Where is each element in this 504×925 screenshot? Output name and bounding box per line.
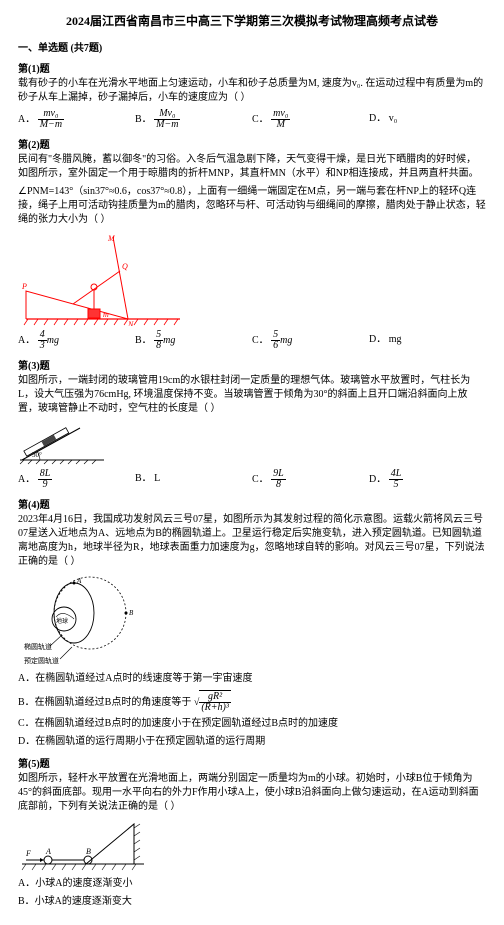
q4-head: 第(4)题	[18, 496, 486, 511]
q2-optC: C． 56mg	[252, 330, 369, 351]
svg-text:30°: 30°	[32, 451, 42, 459]
q4-stem: 2023年4月16日，我国成功发射风云三号07星，如图所示为其发射过程的简化示意…	[18, 513, 486, 569]
svg-text:椭圆轨道: 椭圆轨道	[24, 642, 52, 651]
q2-optD: D． mg	[369, 330, 486, 351]
section-head: 一、单选题 (共7题)	[18, 39, 486, 54]
q2-optA: A． 43mg	[18, 330, 135, 351]
svg-text:N: N	[127, 320, 134, 326]
q3-optD: D． 4L5	[369, 469, 486, 490]
svg-text:m: m	[103, 310, 109, 319]
svg-text:F: F	[25, 849, 31, 858]
q2-stem1: 民间有"冬腊风腌，蓄以御冬"的习俗。入冬后气温急剧下降，天气变得干燥，是日光下晒…	[18, 153, 486, 181]
q4-optA: A．在椭圆轨道经过A点时的线速度等于第一宇宙速度	[18, 672, 486, 686]
q3-optB: B． L	[135, 469, 252, 490]
q2-figure: P N M Q m	[18, 231, 486, 326]
q4-optD: D．在椭圆轨道的运行周期小于在预定圆轨道的运行周期	[18, 735, 486, 749]
q1-head: 第(1)题	[18, 60, 486, 75]
q4-figure: 地球 A B 椭圆轨道 预定圆轨道	[18, 573, 486, 668]
q2-head: 第(2)题	[18, 136, 486, 151]
svg-text:预定圆轨道: 预定圆轨道	[24, 656, 59, 665]
q2-stem2: ∠PNM=143°（sin37°≈0.6，cos37°≈0.8），上面有一细绳一…	[18, 185, 486, 227]
svg-text:B: B	[129, 609, 134, 617]
q4-optC: C．在椭圆轨道经过B点时的加速度小于在预定圆轨道经过B点时的加速度	[18, 717, 486, 731]
q5-optA: A．小球A的速度逐渐变小	[18, 877, 486, 891]
q1-optB: B． Mv₀M−m	[135, 109, 252, 130]
q1-options: A． mv₀M−m B． Mv₀M−m C． mv₀M D． v₀	[18, 109, 486, 130]
q2-options: A． 43mg B． 58mg C． 56mg D． mg	[18, 330, 486, 351]
q3-optC: C． 9L8	[252, 469, 369, 490]
q1-optA: A． mv₀M−m	[18, 109, 135, 130]
q1-optD: D． v₀	[369, 109, 486, 130]
svg-text:B: B	[86, 847, 91, 856]
q1-optC: C． mv₀M	[252, 109, 369, 130]
q5-stem: 如图所示，轻杆水平放置在光滑地面上，两端分别固定一质量均为m的小球。初始时，小球…	[18, 772, 486, 814]
q3-stem: 如图所示，一端封闭的玻璃管用19cm的水银柱封闭一定质量的理想气体。玻璃管水平放…	[18, 374, 486, 416]
svg-text:Q: Q	[122, 262, 128, 271]
q2-optB: B． 58mg	[135, 330, 252, 351]
q5-head: 第(5)题	[18, 755, 486, 770]
q5-optB: B．小球A的速度逐渐变大	[18, 895, 486, 909]
svg-text:A: A	[45, 847, 51, 856]
q4-optB: B．在椭圆轨道经过B点时的角速度等于 √ gR²(R+h)³	[18, 690, 486, 713]
svg-text:P: P	[21, 282, 27, 291]
q3-optA: A． 8L9	[18, 469, 135, 490]
q5-figure: F A B	[18, 818, 486, 873]
q3-head: 第(3)题	[18, 357, 486, 372]
page-title: 2024届江西省南昌市三中高三下学期第三次模拟考试物理高频考点试卷	[18, 12, 486, 29]
svg-text:M: M	[107, 234, 116, 243]
svg-text:A: A	[76, 577, 82, 585]
q3-figure: 30°	[18, 420, 486, 465]
svg-text:地球: 地球	[56, 617, 68, 625]
q3-options: A． 8L9 B． L C． 9L8 D． 4L5	[18, 469, 486, 490]
q1-stem: 载有砂子的小车在光滑水平地面上匀速运动，小车和砂子总质量为M, 速度为v₀. 在…	[18, 77, 486, 105]
